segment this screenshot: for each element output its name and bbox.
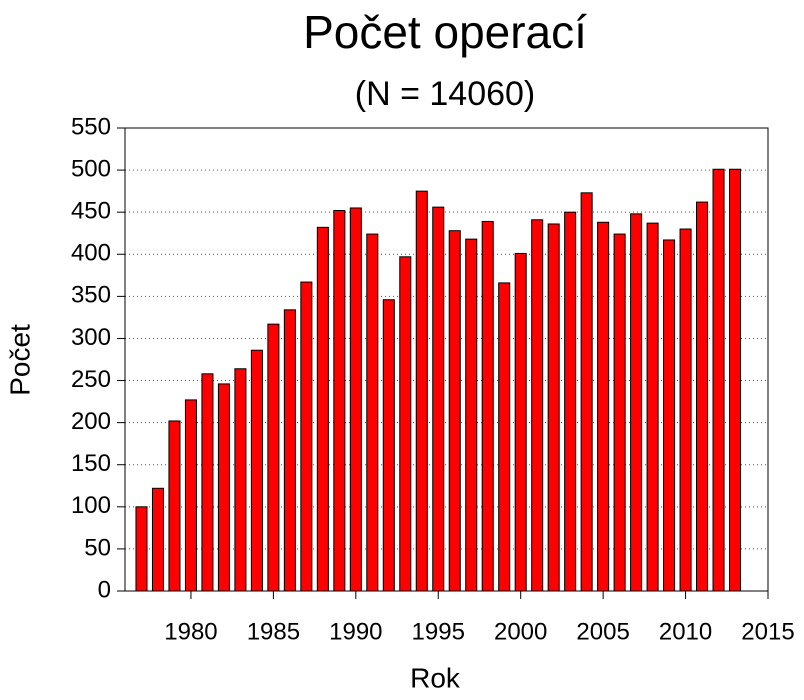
bar: [300, 281, 313, 592]
bar: [366, 233, 379, 592]
bar: [448, 230, 461, 592]
y-tick-label: 50: [84, 534, 111, 561]
bar: [597, 221, 610, 592]
y-tick-label: 450: [71, 198, 111, 225]
bar: [415, 190, 428, 592]
bar: [465, 238, 478, 592]
bar: [201, 373, 214, 592]
y-tick-label: 100: [71, 492, 111, 519]
x-tick-label: 2015: [741, 618, 794, 645]
y-tick-label: 0: [98, 576, 111, 603]
x-axis-label: Rok: [410, 662, 461, 693]
y-tick-label: 400: [71, 240, 111, 267]
y-tick-label: 550: [71, 113, 111, 140]
y-tick-label: 200: [71, 408, 111, 435]
y-tick-label: 150: [71, 450, 111, 477]
bar: [663, 239, 676, 592]
bar: [696, 201, 709, 592]
bar: [349, 207, 362, 592]
bar: [514, 252, 527, 592]
bar: [432, 206, 445, 592]
y-tick-label: 350: [71, 282, 111, 309]
bar: [267, 323, 280, 592]
chart-subtitle: (N = 14060): [355, 75, 536, 113]
y-tick-label: 300: [71, 324, 111, 351]
x-tick-label: 1980: [164, 618, 217, 645]
x-tick-label: 2010: [659, 618, 712, 645]
bar: [564, 211, 577, 592]
bar: [613, 233, 626, 592]
bar: [234, 368, 247, 592]
chart-title: Počet operací: [303, 6, 587, 58]
bar: [531, 219, 544, 592]
bar: [250, 349, 263, 592]
plot-frame: [124, 127, 769, 592]
bar: [547, 223, 560, 592]
bar: [333, 209, 346, 592]
bar: [217, 383, 230, 592]
x-tick-label: 2005: [576, 618, 629, 645]
bar: [168, 420, 181, 592]
bar: [630, 213, 643, 592]
bar: [481, 220, 494, 592]
bar: [184, 399, 197, 592]
y-tick-label: 250: [71, 366, 111, 393]
bar: [151, 487, 164, 592]
x-tick-label: 1985: [247, 618, 300, 645]
bar: [135, 506, 148, 592]
bar: [580, 192, 593, 592]
bar: [283, 309, 296, 592]
bar: [399, 256, 412, 592]
bar: [679, 228, 692, 592]
x-tick-label: 2000: [494, 618, 547, 645]
bar: [646, 222, 659, 592]
y-axis-label: Počet: [4, 324, 35, 396]
bar: [382, 299, 395, 592]
bar: [729, 168, 742, 592]
bar: [498, 282, 511, 592]
x-tick-label: 1990: [329, 618, 382, 645]
bar: [712, 168, 725, 592]
x-tick-label: 1995: [412, 618, 465, 645]
bar: [316, 226, 329, 592]
y-tick-label: 500: [71, 155, 111, 182]
